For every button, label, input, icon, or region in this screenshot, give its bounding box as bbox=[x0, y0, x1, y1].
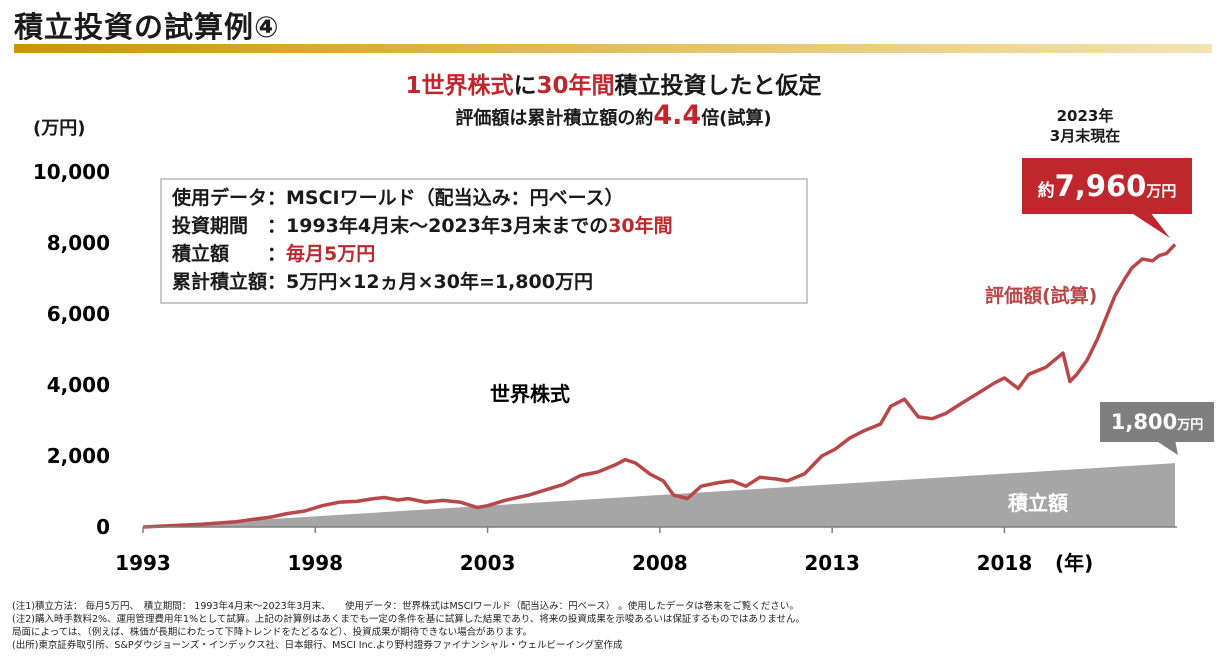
y-tick-label: 0 bbox=[96, 515, 110, 539]
principal-callout-pointer bbox=[1155, 440, 1178, 455]
value-line bbox=[142, 243, 1177, 529]
x-tick-label: 1993 bbox=[115, 551, 171, 575]
headline-text-b: 積立投資したと仮定 bbox=[614, 73, 822, 99]
x-tick-label: 2008 bbox=[632, 551, 688, 575]
principal-callout-suffix: 万円 bbox=[1177, 418, 1204, 433]
value-callout-suffix: 万円 bbox=[1146, 182, 1177, 200]
footnotes: (注1)積立方法： 毎月5万円、 積立期間： 1993年4月末～2023年3月末… bbox=[12, 600, 1222, 652]
assumption-amount-value: 毎月5万円 bbox=[286, 243, 376, 265]
y-tick-label: 6,000 bbox=[47, 302, 110, 326]
footnote-4: (出所)東京証券取引所、S&Pダウジョーンズ・インデックス社、日本銀行、MSCI… bbox=[12, 640, 623, 651]
y-tick-labels: 0 2,000 4,000 6,000 8,000 10,000 bbox=[33, 160, 110, 539]
y-unit-label: (万円) bbox=[33, 118, 86, 139]
headline-line2: 評価額は累計積立額の約4.4倍(試算) bbox=[0, 100, 1227, 131]
assumption-total: 累計積立額：5万円×12ヵ月×30年=1,800万円 bbox=[172, 271, 593, 293]
assumption-period-text: 投資期間 ：1993年4月末～2023年3月末までの bbox=[172, 215, 609, 237]
value-callout-prefix: 約 bbox=[1037, 181, 1055, 201]
principal-callout: 1,800万円 bbox=[1100, 402, 1214, 442]
value-callout-pointer bbox=[1130, 212, 1170, 238]
x-tick-label: 2018 bbox=[977, 551, 1033, 575]
x-tick-label: 1998 bbox=[287, 551, 343, 575]
footnote-2: (注2)購入時手数料2%、運用管理費用年1%として試算。上記の計算例はあくまでも… bbox=[12, 614, 806, 625]
footnote-1: (注1)積立方法： 毎月5万円、 積立期間： 1993年4月末～2023年3月末… bbox=[12, 601, 799, 612]
assumption-amount-text: 積立額 ： bbox=[172, 243, 287, 265]
assumption-period-years: 30年間 bbox=[608, 215, 673, 237]
value-callout: 約7,960万円 bbox=[1022, 158, 1192, 214]
headline-period: 30年間 bbox=[536, 73, 615, 99]
as-of-year: 2023年 bbox=[1056, 107, 1114, 125]
principal-callout-number: 1,800 bbox=[1110, 410, 1178, 434]
x-tick-label: 2013 bbox=[804, 551, 860, 575]
annotation-world-stocks: 世界株式 bbox=[490, 382, 570, 406]
footnote-3: 局面によっては、（例えば、株価が長期にわたって下降トレンドをたどるなど）、投資成… bbox=[12, 627, 533, 638]
principal-area bbox=[143, 463, 1175, 527]
page-title: 積立投資の試算例④ bbox=[14, 10, 280, 44]
headline2-multiple: 4.4 bbox=[653, 100, 702, 131]
assumption-period: 投資期間 ：1993年4月末～2023年3月末までの30年間 bbox=[172, 212, 796, 240]
value-callout-number: 7,960 bbox=[1054, 169, 1147, 203]
series-label-principal: 積立額 bbox=[1008, 491, 1068, 515]
y-tick-label: 4,000 bbox=[47, 373, 110, 397]
headline2-post: 倍(試算) bbox=[701, 108, 772, 129]
headline2-pre: 評価額は累計積立額の約 bbox=[455, 108, 654, 129]
headline-line1: 1世界株式に30年間積立投資したと仮定 bbox=[0, 66, 1227, 100]
title-underline bbox=[14, 44, 1212, 53]
x-tick-labels: 1993 1998 2003 2008 2013 2018 bbox=[115, 527, 1032, 575]
y-tick-label: 10,000 bbox=[33, 160, 110, 184]
assumption-amount: 積立額 ：毎月5万円 bbox=[172, 240, 796, 268]
headline-text-a: に bbox=[513, 73, 537, 99]
assumption-data: 使用データ：MSCIワールド（配当込み：円ベース） bbox=[172, 187, 624, 209]
assumptions-box: 使用データ：MSCIワールド（配当込み：円ベース） 投資期間 ：1993年4月末… bbox=[160, 178, 808, 304]
series-label-value: 評価額(試算) bbox=[985, 284, 1097, 307]
y-tick-label: 8,000 bbox=[47, 231, 110, 255]
headline-fund: 1世界株式 bbox=[405, 73, 514, 99]
y-tick-label: 2,000 bbox=[47, 444, 110, 468]
as-of-month: 3月末現在 bbox=[1049, 127, 1121, 145]
x-tick-label: 2003 bbox=[460, 551, 516, 575]
x-unit-label: (年) bbox=[1055, 551, 1093, 575]
as-of-label: 2023年 3月末現在 bbox=[1030, 106, 1140, 146]
